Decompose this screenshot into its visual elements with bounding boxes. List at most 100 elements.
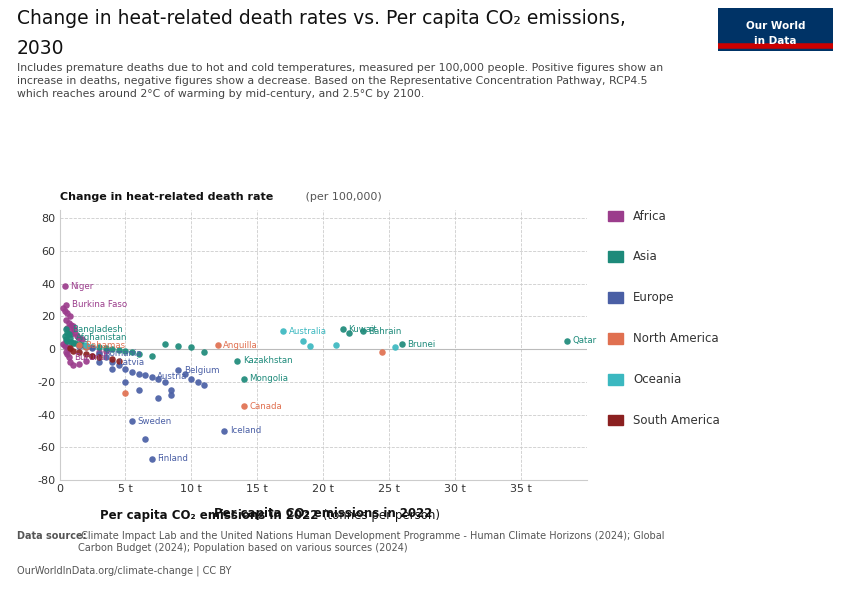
Text: Canada: Canada: [250, 402, 282, 411]
Point: [57, 304, 71, 313]
Point: [72, 340, 86, 350]
Point: [197, 347, 211, 357]
Point: [277, 326, 291, 336]
Text: 2030: 2030: [17, 39, 65, 58]
Point: [60, 308, 74, 318]
Point: [60, 343, 74, 352]
Point: [92, 358, 105, 367]
Point: [132, 385, 145, 395]
Point: [165, 390, 178, 400]
Text: Per capita CO₂ emissions in 2022: Per capita CO₂ emissions in 2022: [214, 507, 432, 520]
Point: [237, 401, 251, 411]
Point: [60, 328, 74, 338]
Point: [79, 341, 93, 350]
X-axis label: Per capita CO₂ emissions in 2022 (tonnes per person): Per capita CO₂ emissions in 2022 (tonnes…: [0, 599, 1, 600]
Point: [230, 356, 244, 365]
Point: [144, 351, 159, 361]
Point: [72, 347, 86, 357]
Point: [560, 336, 574, 346]
Point: [62, 318, 76, 328]
Text: in Data: in Data: [755, 37, 796, 46]
Point: [57, 340, 71, 349]
Point: [60, 300, 73, 310]
Point: [72, 341, 86, 350]
Point: [178, 369, 191, 379]
Text: Bahamas: Bahamas: [85, 340, 125, 349]
Point: [60, 325, 73, 334]
Point: [343, 328, 356, 338]
Point: [118, 388, 133, 398]
Point: [86, 342, 99, 352]
Point: [60, 349, 74, 359]
Point: [303, 341, 317, 350]
Point: [86, 351, 99, 361]
Point: [92, 352, 105, 362]
Point: [92, 347, 105, 357]
Point: [151, 394, 165, 403]
Text: Data source:: Data source:: [17, 531, 87, 541]
Point: [158, 377, 172, 386]
Text: Bangladesh: Bangladesh: [71, 325, 122, 334]
Point: [395, 340, 409, 349]
Text: (tonnes per person): (tonnes per person): [319, 509, 439, 522]
Point: [99, 343, 112, 353]
Point: [67, 325, 81, 334]
Point: [75, 334, 88, 344]
Text: Afghanistan: Afghanistan: [76, 333, 128, 342]
Point: [158, 340, 172, 349]
Point: [79, 343, 93, 352]
Text: Asia: Asia: [633, 250, 658, 263]
Point: [139, 370, 152, 380]
Text: Niger: Niger: [71, 281, 94, 290]
Point: [118, 346, 133, 356]
Point: [144, 454, 159, 464]
Point: [376, 347, 389, 357]
Point: [60, 336, 74, 346]
Point: [171, 365, 185, 375]
Point: [105, 364, 119, 374]
Text: Per capita CO₂ emissions in 2022: Per capita CO₂ emissions in 2022: [100, 509, 319, 522]
Text: Mongolia: Mongolia: [250, 374, 288, 383]
Point: [118, 364, 133, 374]
Point: [66, 361, 80, 370]
Text: (per 100,000): (per 100,000): [302, 192, 382, 202]
Point: [92, 349, 105, 359]
Point: [184, 374, 198, 383]
Point: [184, 343, 198, 352]
Text: Africa: Africa: [633, 209, 667, 223]
Text: Sweden: Sweden: [138, 416, 172, 425]
Point: [132, 369, 145, 379]
Point: [62, 344, 76, 354]
Point: [329, 340, 343, 350]
Point: [62, 329, 76, 339]
Text: Burkina Faso: Burkina Faso: [71, 301, 127, 310]
Point: [66, 346, 80, 356]
Point: [66, 338, 80, 347]
Point: [63, 326, 76, 336]
Point: [58, 341, 71, 350]
Point: [65, 337, 78, 347]
Point: [63, 333, 76, 343]
Text: Finland: Finland: [157, 454, 188, 463]
Text: Includes premature deaths due to hot and cold temperatures, measured per 100,000: Includes premature deaths due to hot and…: [17, 63, 663, 100]
Point: [112, 361, 126, 370]
Point: [86, 352, 99, 361]
Point: [62, 352, 76, 362]
Text: South America: South America: [633, 413, 720, 427]
Point: [151, 374, 165, 383]
Point: [218, 426, 231, 436]
Point: [58, 331, 71, 341]
Point: [125, 367, 139, 377]
Point: [63, 358, 76, 367]
Point: [336, 325, 349, 334]
Point: [76, 340, 90, 350]
Text: Change in heat-related death rates vs. Per capita CO₂ emissions,: Change in heat-related death rates vs. P…: [17, 9, 626, 28]
Point: [86, 343, 99, 353]
Text: Austria: Austria: [157, 373, 188, 382]
Point: [60, 323, 74, 332]
Point: [60, 336, 73, 346]
Point: [69, 328, 82, 338]
Point: [65, 329, 78, 339]
Text: Anguilla: Anguilla: [224, 340, 258, 349]
Point: [63, 343, 76, 353]
